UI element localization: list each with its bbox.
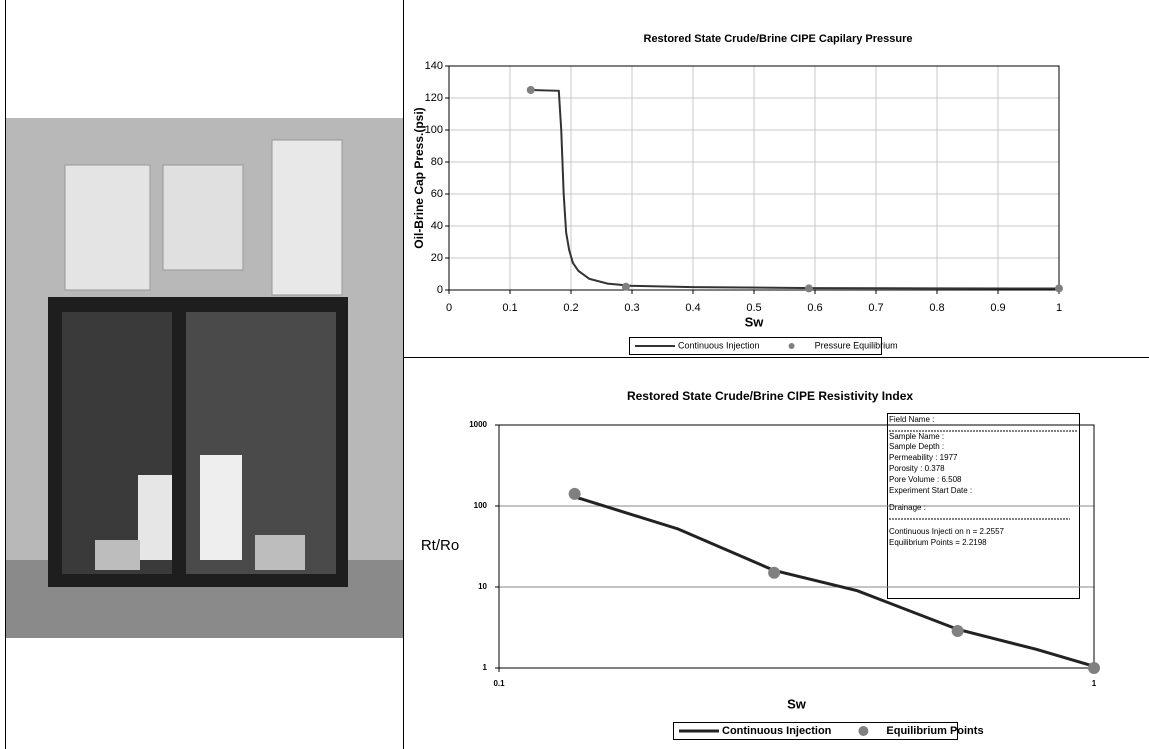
y-tick-label: 100 (425, 124, 443, 136)
y-tick-label: 60 (431, 188, 443, 200)
legend-frame (629, 337, 882, 355)
y-tick-label: 80 (431, 156, 443, 168)
marker (1088, 662, 1100, 674)
photo (6, 118, 403, 638)
marker (951, 625, 964, 638)
y-tick-label: 140 (425, 60, 443, 72)
legend-swatch (788, 343, 795, 349)
photo-computer (64, 164, 151, 291)
y-tick-label: 0 (437, 284, 443, 296)
y-tick-label: 10 (478, 582, 487, 591)
info-text: Porosity : 0.378 (889, 464, 945, 473)
marker (804, 284, 813, 293)
x-tick-label: 1 (1056, 302, 1062, 314)
x-tick-label: 0.3 (624, 302, 639, 314)
photo-scale (255, 535, 305, 570)
legend-swatch (858, 726, 869, 736)
y-tick-label: 1 (483, 663, 488, 672)
photo-core (138, 475, 172, 560)
marker (1055, 284, 1063, 293)
marker (568, 487, 581, 500)
plot-frame (448, 65, 1060, 291)
info-text: Permeability : 1977 (889, 453, 958, 462)
info-text: Equilibrium Points = 2.2198 (889, 538, 987, 547)
x-tick-label: 0.1 (502, 302, 517, 314)
legend-frame (673, 722, 958, 740)
x-tick-label: 0.4 (685, 302, 700, 314)
x-tick-label: 0.7 (868, 302, 883, 314)
photo-core (200, 455, 242, 560)
x-axis-label: Sw (745, 314, 765, 329)
line (530, 89, 1060, 290)
line (574, 495, 1095, 668)
info-text: Experiment Start Date : (889, 486, 972, 495)
y-axis-label: Oil-Brine Cap Press.(psi) (412, 107, 426, 248)
x-tick-label: 0 (446, 302, 452, 314)
photo-scale (95, 540, 140, 570)
x-tick-label: 0.5 (746, 302, 761, 314)
info-text: Sample Depth : (889, 442, 944, 451)
x-tick-label: 0.8 (929, 302, 944, 314)
legend-label: Pressure Equilibrium (815, 340, 898, 350)
y-tick-label: 120 (425, 92, 443, 104)
y-tick-label: 40 (431, 220, 443, 232)
legend-label: Continuous Injection (722, 725, 832, 737)
info-text: Pore Volume : 6.508 (889, 475, 962, 484)
info-text: Drainage : (889, 503, 926, 512)
x-tick-label: 0.6 (807, 302, 822, 314)
marker (768, 566, 781, 579)
x-axis-label: Sw (787, 696, 807, 711)
info-text: Continuous Injecti on n = 2.2557 (889, 527, 1005, 536)
y-tick-label: 100 (474, 501, 488, 510)
info-text: Field Name : (889, 415, 934, 424)
y-tick-label: 1000 (469, 420, 487, 429)
plot-frame (498, 424, 1095, 669)
marker (526, 86, 535, 94)
y-tick-label: 20 (431, 252, 443, 264)
info-text: Sample Name : (889, 432, 944, 441)
y-axis-label: Rt/Ro (421, 537, 459, 554)
legend-label: Continuous Injection (678, 340, 760, 350)
x-tick-label: 0.2 (563, 302, 578, 314)
photo-box (162, 164, 244, 271)
marker (621, 282, 630, 291)
panel-borders (5, 0, 1149, 749)
x-tick-label: 0.1 (493, 679, 505, 688)
chart-title: Restored State Crude/Brine CIPE Capilary… (644, 33, 913, 45)
x-tick-label: 1 (1092, 679, 1097, 688)
chart-title: Restored State Crude/Brine CIPE Resistiv… (627, 389, 913, 403)
photo-computer (271, 139, 343, 296)
legend-label: Equilibrium Points (886, 725, 983, 737)
x-tick-label: 0.9 (990, 302, 1005, 314)
